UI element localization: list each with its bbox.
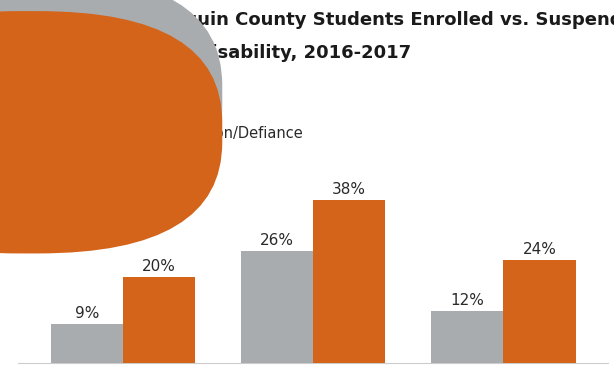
Text: 26%: 26% xyxy=(260,233,294,248)
Bar xyxy=(503,260,575,363)
Text: 24%: 24% xyxy=(523,242,556,257)
Text: Enrolled: Enrolled xyxy=(46,89,106,104)
Text: 12%: 12% xyxy=(450,293,484,308)
Bar xyxy=(431,311,503,363)
Text: Share of San Joaquin County Students Enrolled vs. Suspended for Defiance by: Share of San Joaquin County Students Enr… xyxy=(18,11,614,29)
Text: Race/Ethnicity or Disability, 2016-2017: Race/Ethnicity or Disability, 2016-2017 xyxy=(18,44,411,63)
Text: 38%: 38% xyxy=(332,182,367,197)
Bar xyxy=(313,200,386,363)
Text: 9%: 9% xyxy=(75,306,99,321)
Bar xyxy=(123,277,195,363)
Bar xyxy=(241,252,313,363)
Text: 20%: 20% xyxy=(142,259,176,274)
Text: Suspended for Disruption/Defiance: Suspended for Disruption/Defiance xyxy=(46,126,303,141)
Bar xyxy=(51,324,123,363)
